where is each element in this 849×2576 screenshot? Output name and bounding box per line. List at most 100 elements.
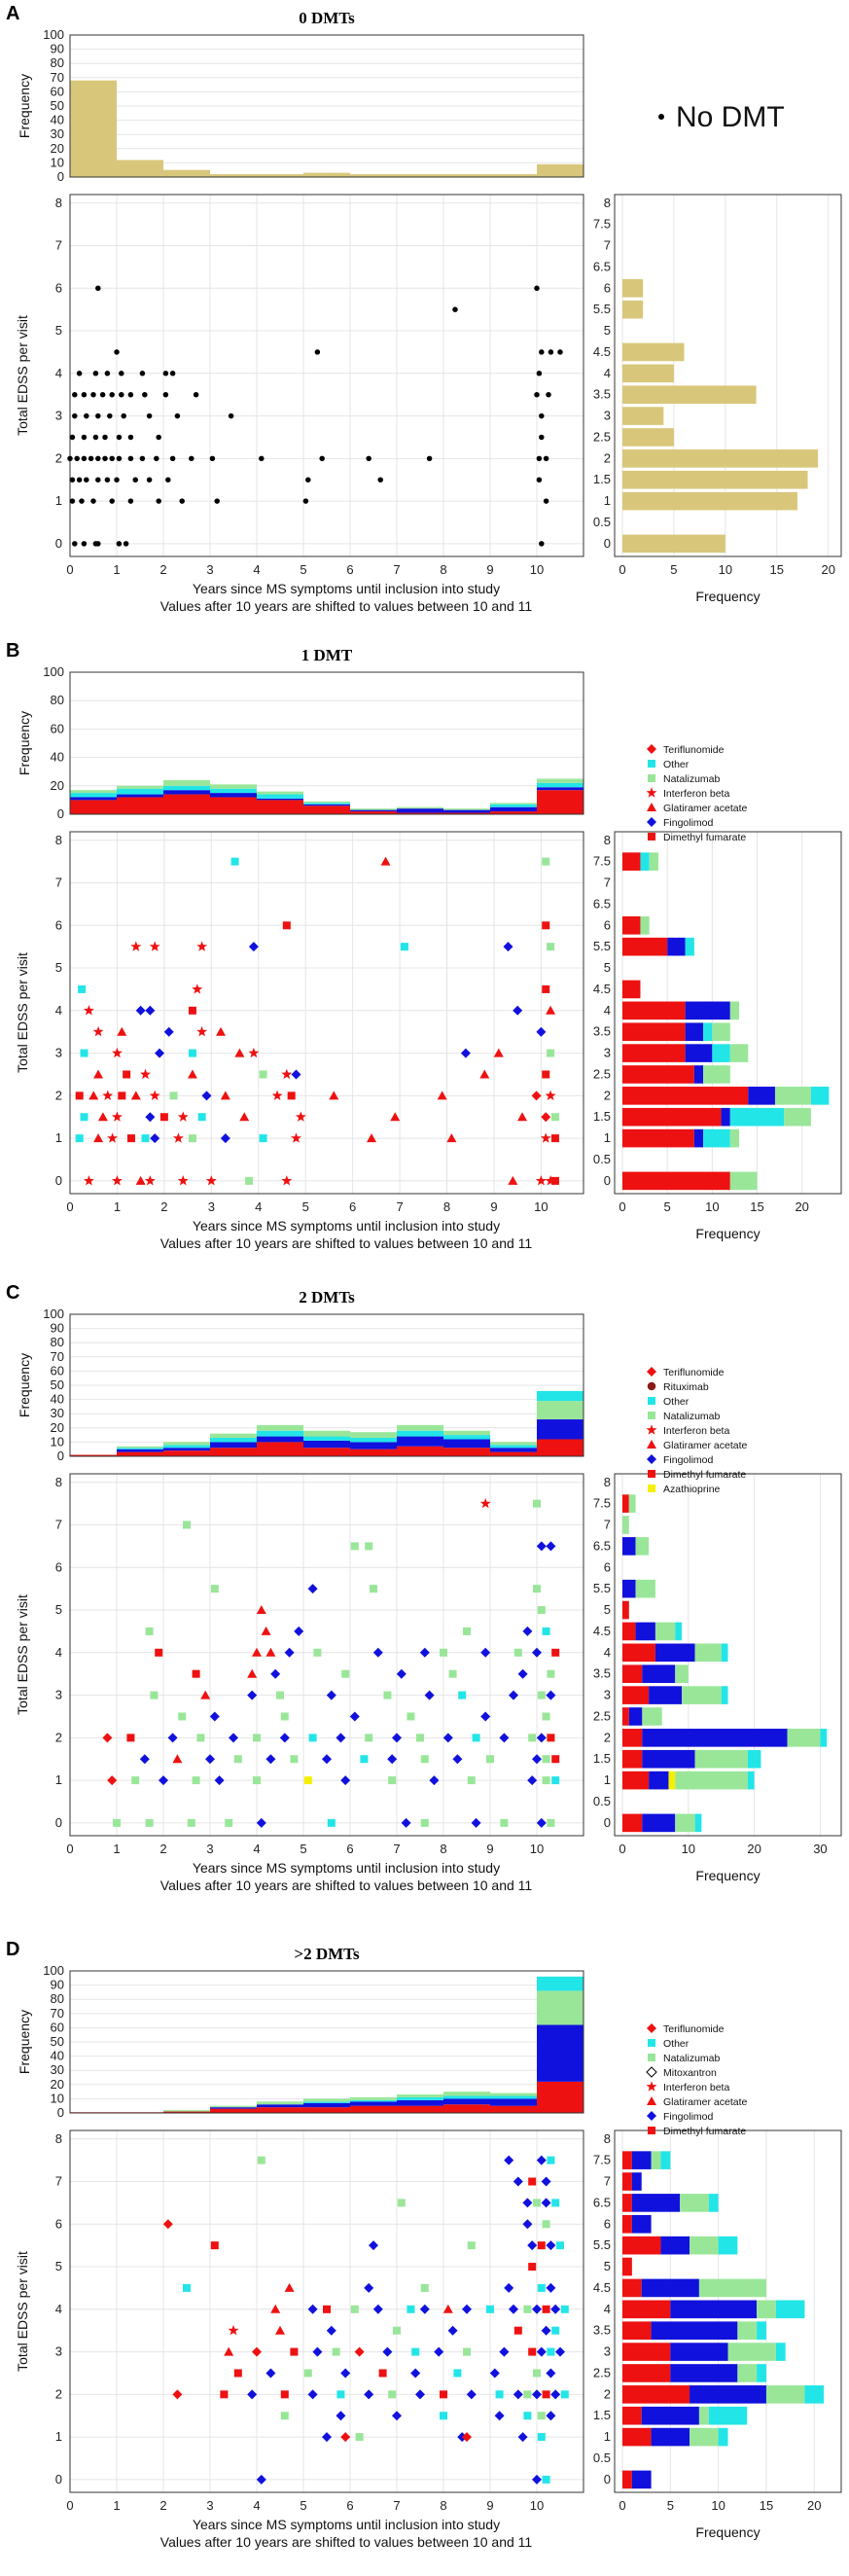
side-bar-dimethyl-fumarate — [622, 2257, 632, 2276]
point-natalizumab — [547, 1818, 555, 1827]
scatter-frame — [69, 2129, 584, 2493]
point-no-dmt — [99, 391, 106, 398]
side-bar-dimethyl-fumarate — [622, 980, 641, 999]
point-interferon-beta — [281, 1068, 293, 1080]
y-tick-label: 100 — [43, 664, 64, 679]
point-fingolimod — [265, 2368, 276, 2379]
side-bar-dimethyl-fumarate — [622, 2385, 690, 2404]
point-other — [547, 2156, 555, 2165]
point-natalizumab — [303, 2369, 312, 2378]
y-tick-label: 5 — [604, 323, 611, 338]
point-natalizumab — [448, 1669, 457, 1678]
point-fingolimod — [517, 1668, 528, 1679]
side-bar-dimethyl-fumarate — [622, 1686, 650, 1704]
point-other — [458, 1691, 467, 1699]
point-other — [551, 2326, 560, 2335]
point-other — [551, 2199, 560, 2207]
point-fingolimod — [284, 1647, 295, 1658]
x-tick-label: 0 — [619, 2498, 625, 2513]
point-fingolimod — [504, 2155, 514, 2165]
point-glatiramer-acetate — [135, 1175, 146, 1185]
point-fingolimod — [205, 1754, 215, 1765]
hist-bar-no-dmt — [70, 80, 117, 177]
x-tick-label: 9 — [490, 1199, 497, 1214]
point-fingolimod — [546, 2282, 556, 2293]
y-tick-label: 60 — [51, 721, 64, 735]
y-tick-label: 7 — [604, 1518, 611, 1532]
hist-bar-dimethyl-fumarate — [443, 2104, 490, 2113]
point-no-dmt — [156, 434, 161, 441]
point-natalizumab — [416, 1734, 424, 1742]
side-bar-dimethyl-fumarate — [622, 1065, 694, 1084]
side-bar-natalizumab — [628, 1494, 636, 1513]
point-teriflunomide — [340, 2432, 351, 2443]
point-other — [411, 2347, 420, 2356]
point-no-dmt — [92, 434, 99, 441]
point-fingolimod — [503, 942, 513, 952]
side-bar-natalizumab — [642, 1707, 662, 1726]
point-natalizumab — [542, 1776, 550, 1785]
point-fingolimod — [434, 2346, 444, 2357]
y-tick-label: 0 — [55, 536, 62, 551]
x-tick-label: 0 — [66, 2498, 73, 2513]
point-interferon-beta — [295, 1111, 306, 1122]
y-tick-label: 2 — [604, 1730, 611, 1744]
y-tick-label: 5.5 — [593, 939, 611, 953]
x-tick-label: 0 — [619, 562, 625, 577]
point-other — [551, 1776, 560, 1785]
point-fingolimod — [527, 1775, 538, 1786]
y-tick-label: 50 — [51, 1377, 64, 1392]
side-bar-dimethyl-fumarate — [622, 2364, 671, 2382]
y-tick-label: 7.5 — [593, 1496, 611, 1511]
side-bar-dimethyl-fumarate — [622, 1494, 629, 1513]
x-axis-note: Values after 10 years are shifted to val… — [160, 598, 533, 614]
point-glatiramer-acetate — [517, 1112, 528, 1122]
point-natalizumab — [523, 2390, 532, 2399]
point-fingolimod — [369, 2240, 378, 2251]
y-tick-label: 100 — [43, 1963, 64, 1978]
side-bar-dimethyl-fumarate — [622, 1044, 686, 1062]
side-bar-dimethyl-fumarate — [622, 2470, 632, 2489]
point-dimethyl-fumarate — [155, 1648, 163, 1657]
point-fingolimod — [536, 2346, 547, 2357]
point-interferon-beta — [545, 1175, 556, 1186]
point-fingolimod — [541, 2176, 551, 2187]
x-tick-label: 0 — [66, 1842, 73, 1856]
panel-title: 0 DMTs — [299, 9, 355, 27]
point-dimethyl-fumarate — [528, 2177, 537, 2186]
point-other — [523, 2412, 532, 2420]
point-glatiramer-acetate — [493, 1048, 504, 1057]
x-tick-label: 6 — [346, 562, 353, 577]
x-axis-label: Years since MS symptoms until inclusion … — [193, 1218, 500, 1234]
point-fingolimod — [396, 1668, 407, 1679]
point-fingolimod — [532, 2474, 542, 2485]
y-tick-label: 100 — [43, 27, 64, 42]
point-natalizumab — [210, 1585, 219, 1593]
point-fingolimod — [279, 1733, 290, 1743]
x-tick-label: 7 — [393, 1842, 400, 1856]
y-tick-label: 2 — [604, 450, 611, 465]
hist-bar-no-dmt — [163, 169, 210, 177]
side-bar-fingolimod — [642, 1729, 788, 1747]
y-tick-label: 90 — [51, 42, 64, 56]
point-no-dmt — [302, 498, 309, 504]
point-interferon-beta — [107, 1132, 119, 1143]
x-tick-label: 9 — [486, 562, 493, 577]
legend-label: Fingolimod — [663, 817, 714, 829]
hist-bar-natalizumab — [490, 1442, 537, 1446]
legend-label: Teriflunomide — [663, 2023, 725, 2035]
hist-bar-natalizumab — [210, 784, 257, 789]
x-tick-label: 2 — [159, 562, 166, 577]
panel-title: 1 DMT — [301, 646, 353, 664]
point-glatiramer-acetate — [261, 1626, 271, 1635]
point-natalizumab — [486, 1755, 494, 1764]
x-axis-note: Values after 10 years are shifted to val… — [160, 2534, 533, 2550]
point-natalizumab — [542, 1755, 550, 1764]
point-natalizumab — [420, 1755, 429, 1764]
y-tick-label: 3 — [604, 2344, 611, 2359]
point-fingolimod — [322, 1754, 332, 1765]
hist-bar-natalizumab — [257, 791, 303, 795]
y-tick-label: 5 — [55, 960, 62, 975]
point-fingolimod — [546, 2368, 556, 2379]
